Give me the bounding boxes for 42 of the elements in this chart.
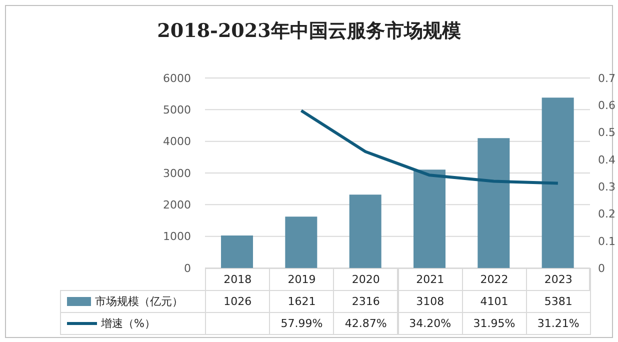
x-tick-label: 2023 xyxy=(526,268,591,291)
y-tick-label: 0 xyxy=(184,262,191,275)
legend-label: 增速（%） xyxy=(101,316,156,331)
data-label: 3108 xyxy=(398,290,463,313)
y-tick-label: 3000 xyxy=(163,166,191,180)
data-label: 5381 xyxy=(526,290,591,313)
legend-label: 市场规模（亿元） xyxy=(95,294,183,309)
y-tick-label: 1000 xyxy=(163,230,191,244)
x-tick-label: 2018 xyxy=(205,268,270,291)
y2-tick-label: 0.6 xyxy=(598,99,616,112)
bar xyxy=(349,194,382,268)
data-label: 34.20% xyxy=(398,312,463,335)
y-tick-label: 5000 xyxy=(163,104,191,117)
y-tick-label: 4000 xyxy=(163,135,191,148)
line-series xyxy=(300,109,560,185)
data-label: 1026 xyxy=(205,290,270,313)
data-label: 57.99% xyxy=(269,312,334,335)
y2-tick-label: 0.2 xyxy=(598,208,616,221)
x-tick-label: 2022 xyxy=(462,268,527,291)
data-label: 4101 xyxy=(462,290,527,313)
data-label: 31.95% xyxy=(462,312,527,335)
bar xyxy=(285,216,318,268)
bar xyxy=(542,98,574,268)
y2-tick-label: 0.7 xyxy=(598,72,616,85)
y2-tick-label: 0.5 xyxy=(598,126,616,140)
y2-tick-label: 0 xyxy=(598,262,605,275)
data-label: 1621 xyxy=(269,290,334,313)
data-label: 31.21% xyxy=(526,312,591,335)
x-tick-label: 2021 xyxy=(398,268,463,291)
x-tick-label: 2020 xyxy=(333,268,398,291)
y2-tick-label: 0.4 xyxy=(598,153,616,166)
y2-tick-label: 0.1 xyxy=(598,234,616,248)
bar xyxy=(478,138,510,268)
y2-tick-label: 0.3 xyxy=(598,180,616,194)
data-label: 42.87% xyxy=(333,312,398,335)
chart-title: 2018-2023年中国云服务市场规模 xyxy=(156,19,462,44)
y-tick-label: 6000 xyxy=(163,72,191,85)
y-tick-label: 2000 xyxy=(163,198,191,212)
bar xyxy=(414,170,446,268)
x-tick-label: 2019 xyxy=(269,268,334,291)
bar xyxy=(221,236,253,268)
data-label: 2316 xyxy=(333,290,398,313)
